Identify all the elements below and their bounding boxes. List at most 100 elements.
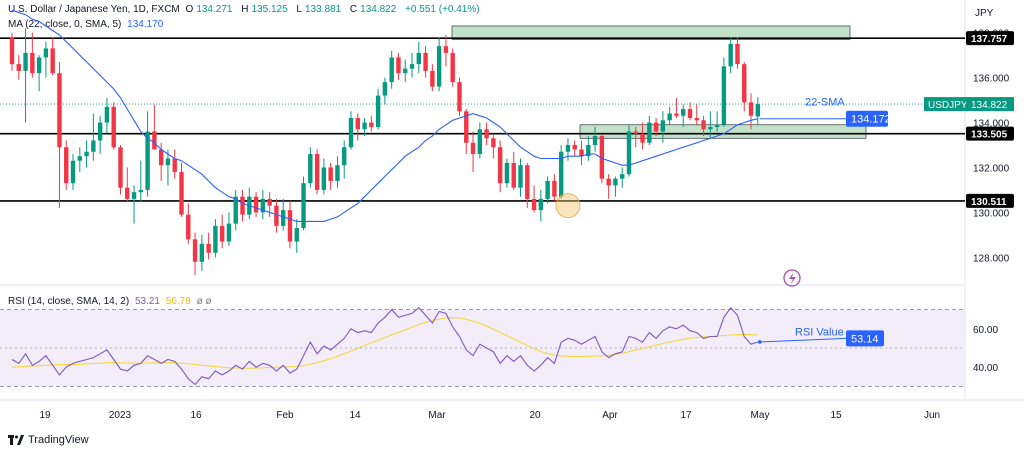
candle-body bbox=[674, 113, 679, 116]
sma-callout-value: 134.172 bbox=[851, 114, 891, 126]
level-tag bbox=[966, 193, 1014, 208]
candle-body bbox=[219, 225, 225, 242]
candle-body bbox=[43, 48, 49, 58]
candle-body bbox=[165, 158, 171, 166]
candle-body bbox=[457, 82, 462, 112]
rsi-extra-values: ø ø bbox=[196, 296, 212, 307]
candle-body bbox=[375, 95, 381, 128]
rsi-header[interactable]: RSI (14, close, SMA, 14, 2) 53.21 56.79 … bbox=[8, 296, 215, 307]
sma-callout-box bbox=[846, 110, 888, 127]
candle-body bbox=[64, 147, 69, 184]
candle-body bbox=[97, 122, 103, 141]
symbol-tag bbox=[924, 97, 966, 112]
time-axis-label: 14 bbox=[349, 410, 361, 421]
candle-body bbox=[30, 52, 35, 74]
candle-body bbox=[504, 162, 510, 184]
candle-body bbox=[626, 131, 632, 175]
lightning-event-icon bbox=[783, 269, 801, 287]
rsi-ma-indicator-value: 56.79 bbox=[165, 296, 191, 307]
symbol-tag-label: USDJPY bbox=[928, 100, 968, 111]
candle-body bbox=[260, 198, 266, 213]
candle-body bbox=[342, 147, 347, 166]
candle-body bbox=[192, 239, 198, 262]
candle-body bbox=[572, 145, 577, 150]
candle-body bbox=[430, 70, 435, 87]
candle-body bbox=[77, 156, 82, 161]
candle-body bbox=[111, 106, 116, 148]
candle-body bbox=[409, 64, 415, 69]
candle-body bbox=[253, 196, 259, 213]
level-tag-label: 130.511 bbox=[971, 197, 1007, 208]
time-axis-label: 19 bbox=[39, 410, 51, 421]
lightning-bolt-shape bbox=[789, 272, 796, 285]
candle-body bbox=[281, 210, 286, 226]
candle-body bbox=[606, 178, 611, 186]
candle-body bbox=[70, 160, 76, 184]
time-axis-label: 16 bbox=[190, 410, 202, 421]
ohlc-high: H 135.125 bbox=[241, 4, 288, 15]
candle-body bbox=[633, 131, 638, 134]
support-zone bbox=[579, 124, 867, 139]
tradingview-logo[interactable]: TradingView bbox=[8, 434, 89, 446]
ohlc-open: O 134.271 bbox=[185, 4, 233, 15]
candle-body bbox=[586, 145, 591, 157]
candle-body bbox=[145, 131, 150, 190]
candle-body bbox=[742, 64, 747, 103]
chart-header-ma[interactable]: MA (22, close, 0, SMA, 5) 134.170 bbox=[8, 19, 166, 30]
candle-body bbox=[450, 52, 455, 83]
candle-body bbox=[348, 118, 354, 148]
candle-body bbox=[525, 165, 530, 199]
candle-body bbox=[518, 165, 523, 188]
ohlc-change: +0.551 (+0.41%) bbox=[405, 4, 480, 15]
candle-body bbox=[755, 104, 760, 117]
candle-body bbox=[172, 158, 177, 172]
candle-body bbox=[403, 68, 408, 74]
candle-body bbox=[267, 198, 272, 206]
candle-body bbox=[50, 48, 55, 74]
last-price-tag-label: 134.822 bbox=[971, 100, 1008, 111]
symbol-title: U.S. Dollar / Japanese Yen, 1D, FXCM bbox=[8, 4, 180, 15]
candle-body bbox=[389, 57, 394, 83]
level-tag bbox=[966, 31, 1014, 46]
time-axis-label: Apr bbox=[602, 410, 618, 421]
candle-body bbox=[36, 57, 42, 74]
candle-body bbox=[477, 129, 483, 154]
candle-body bbox=[301, 183, 306, 229]
candle-body bbox=[314, 153, 320, 190]
rsi-callout-value: 53.14 bbox=[851, 333, 879, 345]
time-axis-label: Jun bbox=[924, 410, 940, 421]
time-axis-label: 2023 bbox=[109, 410, 132, 421]
candle-body bbox=[620, 174, 625, 179]
level-tag bbox=[966, 126, 1014, 141]
candle-body bbox=[158, 149, 164, 166]
candle-body bbox=[355, 118, 360, 130]
candle-body bbox=[138, 189, 144, 193]
candle-body bbox=[491, 138, 496, 148]
candle-body bbox=[362, 122, 367, 130]
time-axis-label: 15 bbox=[830, 410, 842, 421]
time-axis-label: 17 bbox=[680, 410, 692, 421]
candle-body bbox=[294, 228, 299, 242]
tradingview-brand: TradingView bbox=[28, 434, 89, 446]
sma-22-line bbox=[11, 9, 758, 222]
resistance-zone bbox=[451, 25, 851, 40]
candle-body bbox=[484, 129, 489, 139]
candle-body bbox=[57, 73, 62, 148]
rsi-indicator-label: RSI (14, close, SMA, 14, 2) bbox=[8, 296, 130, 307]
candle-body bbox=[423, 52, 428, 71]
price-tick-label: 128.000 bbox=[973, 253, 1010, 264]
candle-body bbox=[308, 153, 313, 184]
time-axis-label: Mar bbox=[428, 410, 446, 421]
candle-body bbox=[118, 147, 123, 188]
rsi-tick-label: 60.00 bbox=[973, 325, 998, 336]
candle-body bbox=[545, 180, 550, 199]
price-tick-label: 130.000 bbox=[973, 208, 1010, 219]
candle-body bbox=[694, 118, 699, 121]
sma-annotation-label: 22-SMA bbox=[805, 96, 845, 108]
rsi-ma-line bbox=[11, 317, 758, 369]
ohlc-low: L 133.881 bbox=[296, 4, 342, 15]
candle-body bbox=[186, 214, 191, 240]
candle-body bbox=[16, 64, 21, 71]
candle-body bbox=[470, 142, 476, 154]
